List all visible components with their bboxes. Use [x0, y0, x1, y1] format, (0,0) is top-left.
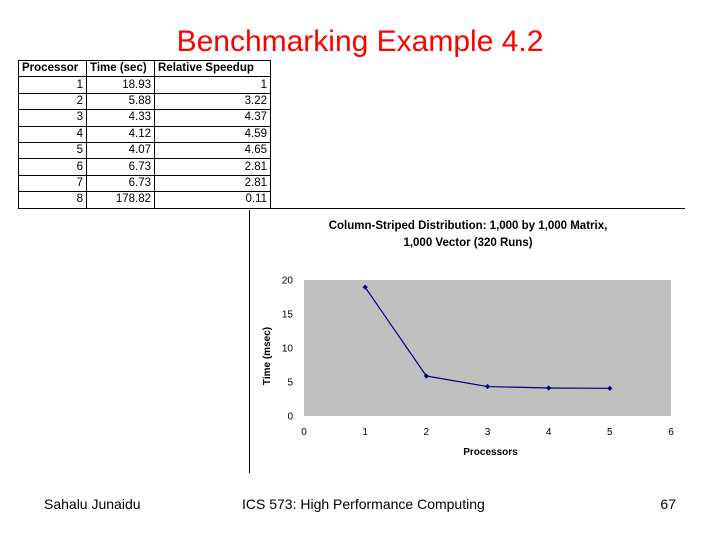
data-point-marker	[362, 284, 368, 290]
slide-title: Benchmarking Example 4.2	[176, 25, 544, 58]
y-axis-label: Time (msec)	[262, 327, 273, 385]
table-row: 4 4.12 4.59	[18, 125, 271, 143]
x-tick-label: 4	[546, 427, 552, 438]
cell-speedup: 4.59	[154, 125, 271, 143]
footer-author: Sahalu Junaidu	[44, 496, 141, 512]
x-axis-label: Processors	[463, 447, 518, 458]
cell-speedup: 1	[154, 76, 271, 94]
cell-processor: 3	[18, 109, 87, 127]
table-row: 2 5.88 3.22	[18, 92, 271, 111]
header-processor: Processor	[18, 59, 87, 78]
series-layer	[362, 284, 613, 391]
cell-speedup: 3.22	[154, 92, 271, 111]
cell-speedup: 2.81	[154, 174, 271, 193]
table-row: 1 18.93 1	[18, 76, 271, 94]
table-header-row: Processor Time (sec) Relative Speedup	[18, 59, 271, 78]
chart-title-line-1: Column-Striped Distribution: 1,000 by 1,…	[328, 220, 608, 232]
footer-course: ICS 573: High Performance Computing	[242, 496, 485, 512]
cell-speedup: 2.81	[154, 158, 271, 176]
header-speedup: Relative Speedup	[154, 59, 271, 78]
y-tick-label: 0	[287, 412, 293, 423]
x-tick-label: 2	[424, 427, 430, 438]
chart-frame-top-border	[252, 208, 685, 209]
cell-speedup: 4.37	[154, 109, 271, 127]
cell-time: 6.73	[86, 158, 155, 176]
y-tick-label: 5	[287, 378, 293, 389]
x-tick-label: 0	[301, 427, 307, 438]
cell-time: 4.12	[86, 125, 155, 143]
data-point-marker	[484, 383, 491, 390]
cell-speedup: 4.65	[154, 141, 271, 160]
line-chart: 0 5 10 15 20 0 1 2 3 4 5 6 Processors Time (msec)	[262, 276, 674, 459]
table-row: 6 6.73 2.81	[18, 158, 271, 176]
benchmark-table: Processor Time (sec) Relative Speedup 1 …	[18, 59, 271, 209]
cell-time: 178.82	[86, 191, 155, 209]
data-point-marker	[546, 385, 552, 391]
cell-processor: 1	[18, 76, 87, 94]
header-time: Time (sec)	[86, 59, 155, 78]
cell-time: 4.33	[86, 109, 155, 127]
table-row: 3 4.33 4.37	[18, 109, 271, 127]
table-row: 5 4.07 4.65	[18, 141, 271, 160]
cell-time: 6.73	[86, 174, 155, 193]
cell-processor: 6	[18, 158, 87, 176]
x-tick-label: 1	[362, 427, 368, 438]
footer-page-number: 67	[660, 496, 676, 512]
cell-processor: 4	[18, 125, 87, 143]
plot-area	[304, 280, 671, 416]
y-axis-ticks: 0 5 10 15 20	[282, 276, 294, 423]
chart-title: Column-Striped Distribution: 1,000 by 1,…	[300, 218, 636, 252]
cell-time: 4.07	[86, 141, 155, 160]
table-row: 8 178.82 0.11	[18, 191, 271, 209]
cell-processor: 2	[18, 92, 87, 111]
table-row: 7 6.73 2.81	[18, 174, 271, 193]
y-tick-label: 20	[282, 276, 294, 287]
x-tick-label: 6	[668, 427, 674, 438]
x-axis-ticks: 0 1 2 3 4 5 6	[301, 427, 674, 438]
data-point-marker	[607, 385, 613, 391]
cell-processor: 8	[18, 191, 87, 209]
x-tick-label: 5	[607, 427, 613, 438]
y-tick-label: 15	[282, 310, 294, 321]
chart-frame-left-border	[249, 210, 250, 473]
cell-time: 5.88	[86, 92, 155, 111]
cell-speedup: 0.11	[154, 191, 271, 209]
cell-processor: 5	[18, 141, 87, 160]
chart-title-line-2: 1,000 Vector (320 Runs)	[403, 237, 533, 249]
x-tick-label: 3	[485, 427, 491, 438]
cell-processor: 7	[18, 174, 87, 193]
cell-time: 18.93	[86, 76, 155, 94]
y-tick-label: 10	[282, 344, 294, 355]
